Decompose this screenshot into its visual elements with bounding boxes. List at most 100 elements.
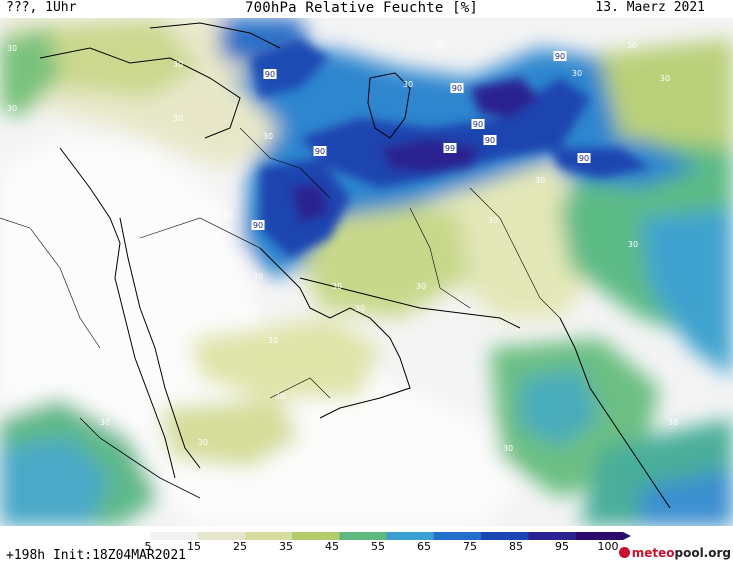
legend-label: 65	[417, 540, 431, 553]
svg-text:30: 30	[535, 176, 545, 185]
legend-label: 95	[555, 540, 569, 553]
legend-swatch	[481, 532, 529, 540]
brand: meteopool.org	[618, 546, 731, 560]
contour-label: 30	[535, 176, 545, 185]
contour-label: 30	[572, 69, 582, 78]
contour-label: 90	[251, 220, 265, 230]
legend-swatch	[575, 532, 624, 540]
contour-label: 30	[355, 304, 365, 313]
contour-label: 30	[332, 282, 342, 291]
svg-text:30: 30	[628, 240, 638, 249]
contour-label: 30	[223, 212, 233, 221]
coastlines	[0, 22, 671, 509]
legend-swatch	[386, 532, 435, 540]
contour-label: 30	[627, 41, 637, 50]
contour-label: 30	[668, 418, 678, 427]
map-title: 700hPa Relative Feuchte [%]	[245, 0, 478, 16]
legend-label: 100	[597, 540, 619, 553]
contour-label: 30	[628, 240, 638, 249]
legend-label: 35	[279, 540, 293, 553]
svg-text:30: 30	[668, 418, 678, 427]
svg-text:90: 90	[452, 84, 462, 93]
header: ???, 1Uhr 700hPa Relative Feuchte [%] 13…	[0, 0, 733, 18]
svg-text:90: 90	[579, 154, 589, 163]
legend-label: 75	[463, 540, 477, 553]
brand-suffix: pool.org	[674, 546, 731, 560]
svg-text:30: 30	[355, 304, 365, 313]
legend-swatch	[244, 532, 293, 540]
contour-label: 30	[173, 60, 183, 69]
contour-label: 30	[100, 418, 110, 427]
legend-swatch	[433, 532, 482, 540]
contour-label: 30	[660, 74, 670, 83]
contour-label: 30	[435, 40, 445, 49]
svg-text:30: 30	[7, 104, 17, 113]
svg-text:30: 30	[660, 74, 670, 83]
contour-labels: 30 30 30 30 30 30 30 30 30 30 30 30 30 30 30 30 30 30 30 30…	[7, 40, 678, 518]
legend-label: 5	[144, 540, 152, 553]
svg-text:30: 30	[503, 444, 513, 453]
run-info: +198h Init:18Z04MAR2021	[6, 548, 187, 563]
svg-text:30: 30	[263, 132, 273, 141]
svg-text:30: 30	[173, 114, 183, 123]
forecast-date: 13. Maerz 2021	[595, 0, 705, 15]
contour-label: 90	[450, 83, 464, 93]
contour-label: 30	[7, 44, 17, 53]
contour-label: 90	[553, 51, 567, 61]
contour-label: 99	[443, 143, 457, 153]
svg-text:90: 90	[253, 221, 263, 230]
svg-text:30: 30	[268, 336, 278, 345]
svg-text:30: 30	[275, 392, 285, 401]
svg-text:90: 90	[485, 136, 495, 145]
contour-label: 30	[503, 444, 513, 453]
meteopool-logo-icon	[618, 547, 630, 558]
contour-label: 90	[263, 69, 277, 79]
forecast-time-label: ???, 1Uhr	[6, 0, 77, 15]
contour-label: 30	[190, 509, 200, 518]
legend-label: 25	[233, 540, 247, 553]
contour-label: 90	[313, 146, 327, 156]
svg-text:30: 30	[332, 282, 342, 291]
svg-text:30: 30	[253, 272, 263, 281]
contour-label: 30	[488, 216, 498, 225]
svg-text:30: 30	[416, 282, 426, 291]
svg-text:90: 90	[473, 120, 483, 129]
svg-text:30: 30	[435, 40, 445, 49]
legend-label: 15	[187, 540, 201, 553]
svg-text:30: 30	[190, 509, 200, 518]
legend-swatch	[292, 532, 340, 540]
svg-text:30: 30	[7, 44, 17, 53]
contour-label: 30	[173, 114, 183, 123]
contour-label: 90	[577, 153, 591, 163]
humidity-field	[0, 18, 733, 526]
legend-label: 85	[509, 540, 523, 553]
svg-text:30: 30	[627, 41, 637, 50]
brand-prefix: meteo	[631, 546, 675, 560]
svg-text:30: 30	[572, 69, 582, 78]
contour-label: 90	[483, 135, 497, 145]
svg-text:99: 99	[445, 144, 455, 153]
footer: 5 15 25 35 45 55 65 75 85 95 100 +198h Init:18Z04M…	[0, 526, 733, 566]
contour-label: 30	[268, 336, 278, 345]
legend-swatch	[339, 532, 388, 540]
contour-label: 90	[471, 119, 485, 129]
contour-label: 30	[7, 104, 17, 113]
legend-swatch	[103, 532, 151, 540]
contour-label: 30	[403, 80, 413, 89]
svg-text:30: 30	[488, 216, 498, 225]
humidity-map: 30 30 30 30 30 30 30 30 30 30 30 30 30 30 30 30 30 30 30 30…	[0, 18, 733, 526]
contour-label: 30	[416, 282, 426, 291]
svg-text:90: 90	[265, 70, 275, 79]
contour-label: 30	[275, 392, 285, 401]
svg-text:30: 30	[223, 212, 233, 221]
legend-swatch	[528, 532, 577, 540]
legend-label: 45	[325, 540, 339, 553]
svg-text:90: 90	[315, 147, 325, 156]
contour-label: 30	[253, 272, 263, 281]
svg-text:90: 90	[555, 52, 565, 61]
legend-swatch	[150, 532, 199, 540]
svg-text:30: 30	[173, 60, 183, 69]
svg-text:30: 30	[100, 418, 110, 427]
legend-swatch	[197, 532, 246, 540]
contour-label: 30	[198, 438, 208, 447]
